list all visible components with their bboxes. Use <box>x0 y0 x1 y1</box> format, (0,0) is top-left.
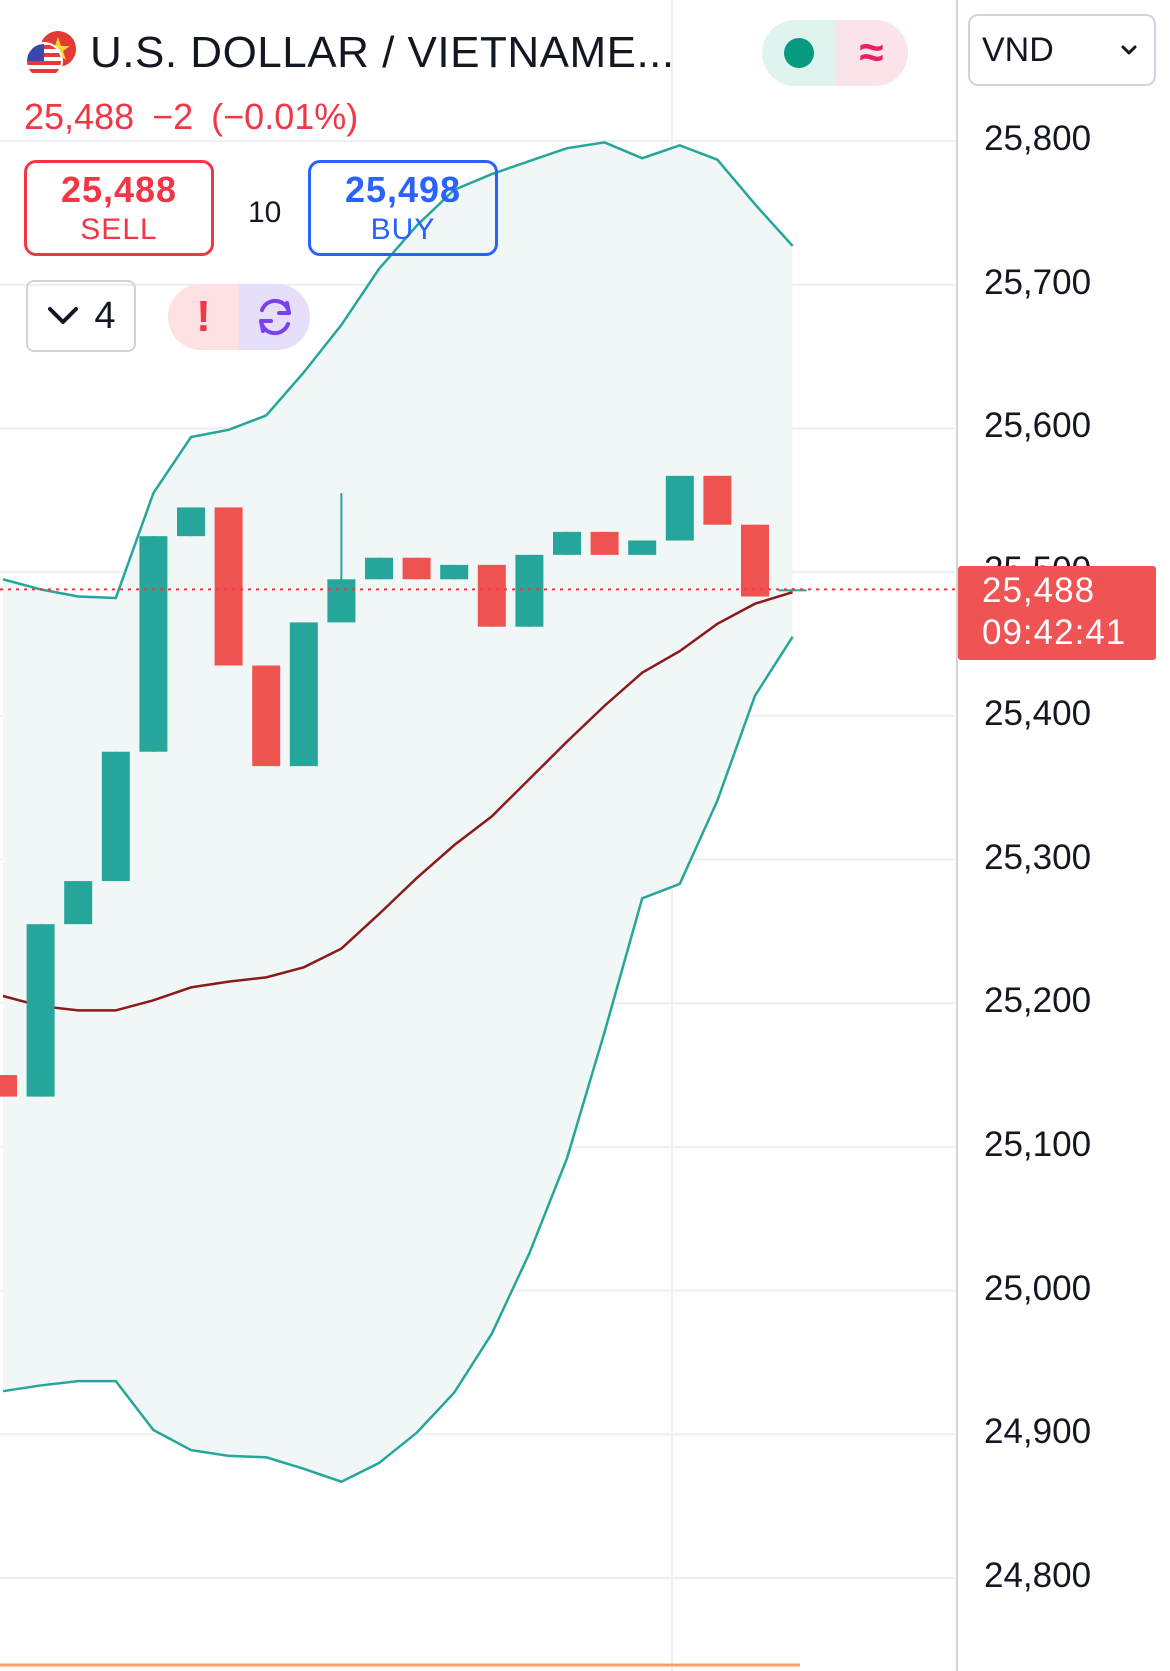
candle-body <box>477 564 506 627</box>
candle-body <box>327 579 356 623</box>
candle <box>289 622 318 767</box>
symbol-title[interactable]: U.S. DOLLAR / VIETNAME... <box>90 28 675 77</box>
price-axis-label: 25,800 <box>984 119 1092 158</box>
candle-body <box>741 524 769 597</box>
currency-value: VND <box>982 30 1054 69</box>
candle <box>665 475 694 541</box>
candle-body <box>515 554 544 627</box>
candle <box>590 531 619 555</box>
buy-button[interactable]: 25,498 BUY <box>308 160 498 256</box>
price-axis-label: 25,400 <box>984 693 1092 733</box>
price-change-line: 25,488 −2 (−0.01%) <box>24 96 376 138</box>
candle-body <box>139 536 168 752</box>
chevron-down-icon <box>48 307 79 324</box>
candle-body <box>252 665 281 767</box>
candle-body <box>26 924 55 1097</box>
candle-body <box>402 557 431 580</box>
price-change: −2 <box>152 96 194 137</box>
candle <box>365 557 393 580</box>
chevron-down-icon <box>1121 45 1137 55</box>
candle-body <box>628 540 657 555</box>
price-axis-label: 25,100 <box>984 1124 1092 1164</box>
candle-body <box>365 557 393 580</box>
candle <box>628 540 657 555</box>
refresh-icon[interactable] <box>239 284 310 350</box>
usd-vnd-flag-icon <box>24 25 80 81</box>
sell-price: 25,488 <box>60 169 178 210</box>
last-price-tag: 25,488 09:42:41 <box>958 566 1156 660</box>
candle-body <box>703 475 732 525</box>
spread-value: 10 <box>248 196 282 229</box>
price-axis-label: 24,900 <box>984 1412 1092 1452</box>
currency-select[interactable]: VND <box>968 14 1156 86</box>
candle <box>177 507 205 537</box>
candle-body <box>177 507 205 537</box>
price-axis-label: 25,700 <box>984 262 1092 302</box>
candle <box>703 475 732 525</box>
bollinger-band-fill <box>3 142 793 1482</box>
candle-body <box>0 1075 17 1097</box>
candle-body <box>553 531 581 555</box>
candle <box>214 507 243 666</box>
candle <box>252 665 281 767</box>
candle <box>741 524 769 597</box>
price-axis-label: 25,600 <box>984 406 1092 446</box>
price-axis-label: 25,300 <box>984 837 1092 877</box>
approx-series-icon[interactable]: ≈ <box>835 20 908 86</box>
last-price: 25,488 <box>24 96 135 137</box>
candle <box>64 881 93 925</box>
candle <box>477 564 506 627</box>
price-axis-label: 24,800 <box>984 1556 1092 1595</box>
bar-countdown: 09:42:41 <box>982 613 1127 652</box>
candle-body <box>440 564 469 580</box>
bollinger-lower-line <box>2 636 794 1484</box>
indicators-count: 4 <box>94 294 116 337</box>
market-open-icon[interactable] <box>762 20 835 86</box>
buy-label: BUY <box>370 213 436 246</box>
candle <box>402 557 431 580</box>
candle-body <box>64 881 93 925</box>
last-price-tag-value: 25,488 <box>982 571 1096 610</box>
indicators-collapse-button[interactable]: 4 <box>26 280 136 352</box>
buy-price: 25,498 <box>344 169 462 210</box>
candle <box>101 751 130 882</box>
candle-body <box>101 751 130 882</box>
warning-icon[interactable]: ! <box>168 284 239 350</box>
price-axis-label: 25,000 <box>984 1268 1092 1308</box>
data-alert-pill[interactable]: ! <box>168 284 310 350</box>
candle <box>327 493 356 623</box>
sell-button[interactable]: 25,488 SELL <box>24 160 214 256</box>
symbol-header: U.S. DOLLAR / VIETNAME... ≈ 25,488 −2 (−0.… <box>24 18 924 358</box>
candle-body <box>665 475 694 541</box>
candle <box>139 536 168 752</box>
candle <box>0 1075 17 1097</box>
candle <box>26 924 55 1097</box>
candle <box>553 531 581 555</box>
symbol-row[interactable]: U.S. DOLLAR / VIETNAME... <box>24 18 675 88</box>
candle <box>440 564 469 580</box>
sell-label: SELL <box>80 213 158 246</box>
candle-body <box>214 507 243 666</box>
candle-body <box>289 622 318 767</box>
candle-body <box>590 531 619 555</box>
bollinger-basis-line <box>2 591 793 1012</box>
market-status-pill[interactable]: ≈ <box>762 20 908 86</box>
price-axis-label: 25,200 <box>984 981 1092 1021</box>
bollinger-upper-line <box>2 141 794 600</box>
price-change-percent: (−0.01%) <box>211 96 359 137</box>
candle <box>515 554 544 627</box>
